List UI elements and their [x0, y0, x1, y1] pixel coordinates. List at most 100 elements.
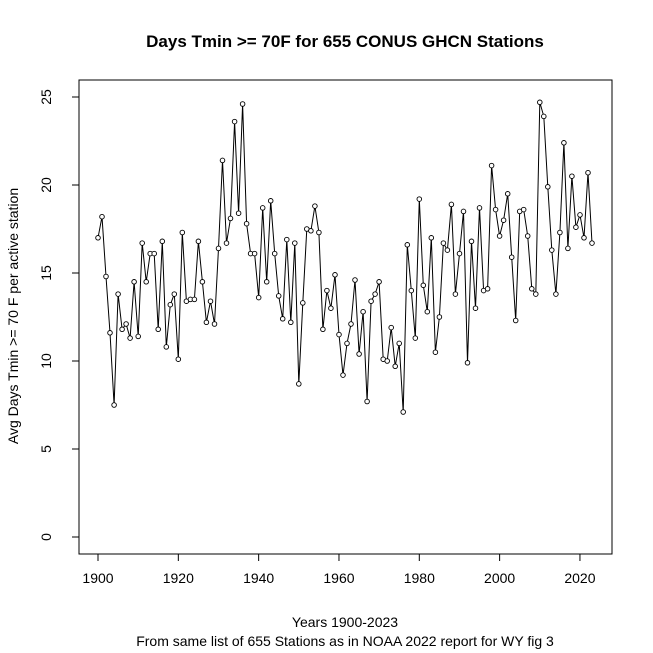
- data-point: [408, 287, 415, 294]
- data-point: [316, 229, 322, 236]
- data-point: [424, 308, 431, 315]
- data-point: [211, 321, 218, 327]
- data-point: [340, 372, 346, 378]
- data-point: [344, 340, 350, 347]
- data-point: [195, 238, 202, 245]
- data-point: [376, 279, 382, 285]
- data-point: [352, 277, 358, 283]
- data-point: [500, 217, 507, 223]
- data-point: [537, 99, 543, 106]
- data-point: [336, 331, 342, 338]
- data-point: [115, 291, 121, 297]
- data-point: [296, 381, 302, 387]
- data-point: [520, 206, 527, 213]
- data-point: [107, 330, 113, 336]
- data-point: [452, 291, 459, 297]
- data-points: [95, 99, 595, 415]
- data-point: [557, 229, 563, 236]
- y-tick-label: 20: [38, 177, 54, 193]
- data-point: [565, 245, 571, 252]
- data-point: [428, 235, 435, 241]
- data-point: [468, 238, 475, 245]
- data-point: [553, 291, 559, 297]
- data-point: [364, 398, 370, 405]
- data-point: [392, 363, 398, 370]
- data-point: [496, 233, 503, 239]
- chart-subtitle: From same list of 655 Stations as in NOA…: [136, 633, 554, 649]
- y-tick-label: 0: [38, 533, 54, 541]
- data-point: [312, 203, 318, 209]
- data-point: [271, 250, 278, 257]
- data-point: [400, 409, 406, 415]
- data-point: [508, 254, 515, 260]
- data-point: [372, 291, 378, 297]
- data-point: [412, 335, 419, 341]
- x-tick-label: 1960: [323, 570, 354, 586]
- data-point: [159, 238, 166, 245]
- data-point: [215, 245, 222, 252]
- y-tick-label: 15: [38, 265, 54, 281]
- data-point: [95, 235, 101, 241]
- series-line: [97, 102, 593, 413]
- data-point: [203, 319, 210, 326]
- data-point: [549, 247, 555, 253]
- x-tick-label: 2000: [484, 570, 515, 586]
- data-point: [464, 360, 471, 366]
- data-point: [227, 215, 234, 222]
- data-point: [259, 205, 266, 211]
- data-point: [504, 191, 511, 197]
- data-point: [223, 240, 230, 246]
- data-point: [577, 212, 583, 218]
- data-point: [420, 282, 427, 289]
- x-axis: 1900 1920 1940 1960 1980 2000 2020: [82, 553, 596, 586]
- data-point: [135, 333, 141, 340]
- data-point: [155, 326, 161, 333]
- data-point: [151, 250, 157, 257]
- data-point: [436, 314, 443, 320]
- data-point: [263, 279, 270, 285]
- data-point: [288, 319, 294, 326]
- data-point: [492, 206, 499, 213]
- data-point: [127, 335, 133, 341]
- data-point: [292, 240, 298, 246]
- data-point: [488, 162, 495, 169]
- x-tick-label: 1900: [82, 570, 113, 586]
- data-point: [533, 291, 539, 297]
- data-point: [541, 113, 547, 120]
- data-point: [320, 326, 326, 333]
- y-tick-label: 10: [38, 353, 54, 369]
- data-point: [440, 240, 447, 246]
- data-point: [300, 300, 306, 306]
- data-point: [131, 279, 137, 285]
- data-point: [432, 349, 439, 355]
- data-point: [581, 235, 587, 241]
- data-point: [219, 157, 226, 164]
- data-point: [308, 228, 314, 234]
- data-point: [207, 298, 214, 304]
- x-tick-label: 1940: [243, 570, 274, 586]
- data-point: [199, 279, 206, 285]
- data-point: [167, 301, 174, 308]
- data-point: [279, 316, 286, 322]
- data-point: [239, 101, 246, 107]
- data-point: [384, 358, 390, 364]
- data-point: [348, 321, 354, 327]
- data-point: [255, 294, 262, 301]
- data-point: [251, 250, 258, 257]
- data-point: [243, 220, 250, 227]
- data-point: [585, 169, 591, 176]
- data-point: [99, 213, 105, 220]
- data-point: [139, 240, 145, 246]
- data-point: [529, 286, 535, 292]
- x-tick-label: 1920: [163, 570, 194, 586]
- y-tick-label: 5: [38, 445, 54, 453]
- x-tick-label: 1980: [404, 570, 435, 586]
- data-point: [512, 317, 519, 324]
- data-point: [476, 205, 483, 211]
- data-point: [231, 118, 238, 125]
- data-point: [111, 402, 117, 408]
- y-axis: 0 5 10 15 20 25: [38, 89, 80, 541]
- data-point: [569, 173, 575, 179]
